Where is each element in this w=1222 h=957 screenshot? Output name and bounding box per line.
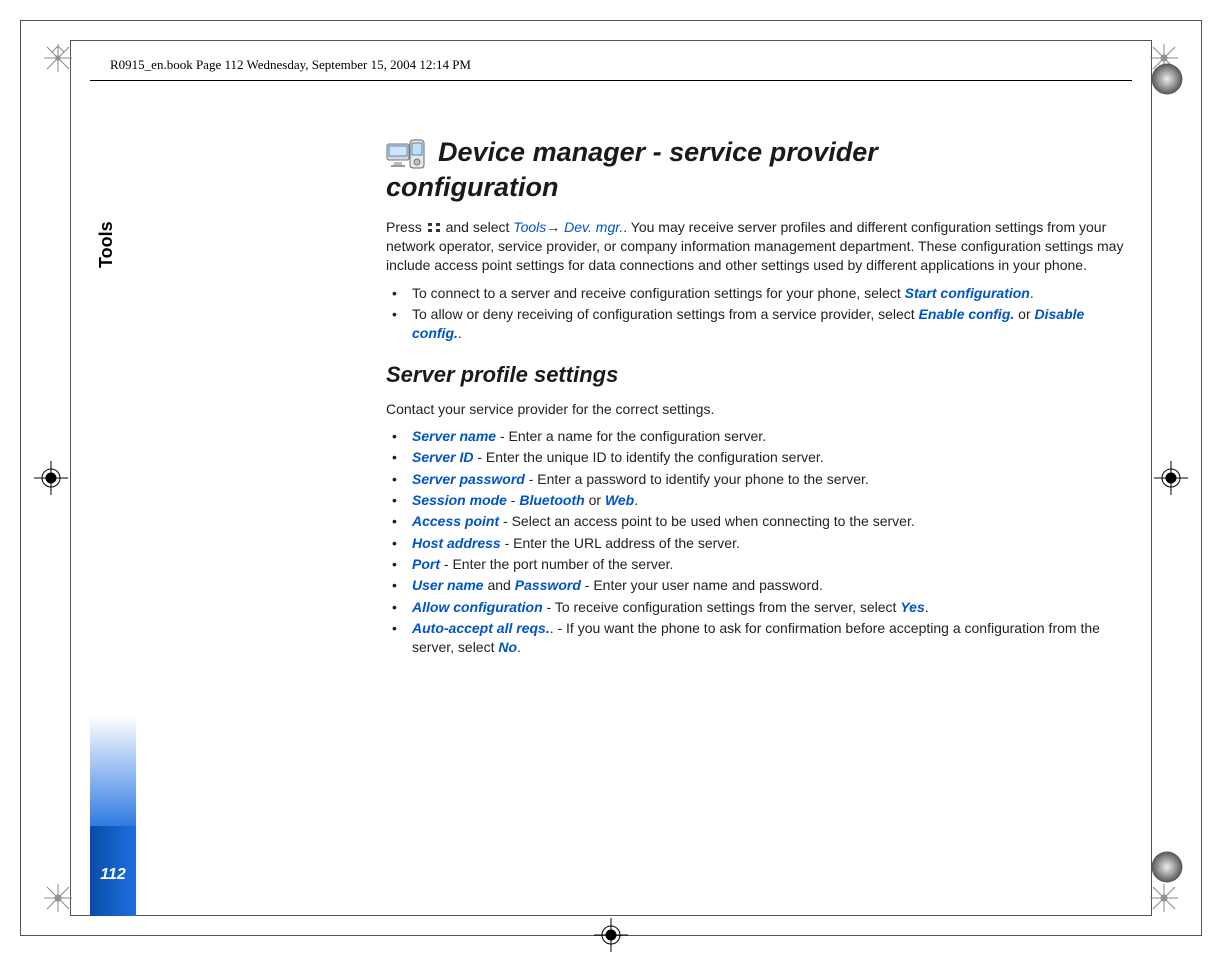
text: . [1030,285,1034,301]
keyword: Dev. mgr. [564,219,623,235]
text: - [507,492,519,508]
registration-mark-icon [594,918,628,952]
list-item: Access point - Select an access point to… [386,512,1126,531]
text: - Select an access point to be used when… [499,513,915,529]
printer-mark-icon [1150,62,1194,106]
list-item: To connect to a server and receive confi… [386,284,1126,303]
list-item: Server name - Enter a name for the confi… [386,427,1126,446]
keyword: Yes [900,599,924,615]
keyword: Web [605,492,634,508]
header-rule [90,80,1132,81]
keyword: Allow configuration [412,599,543,615]
list-item: User name and Password - Enter your user… [386,576,1126,595]
section-side-label: Tools [96,148,120,268]
content-area: Device manager - service provider config… [386,134,1126,669]
keyword: Server password [412,471,525,487]
keyword: Tools [513,219,546,235]
intro-bullets: To connect to a server and receive confi… [386,284,1126,344]
text: and select [442,219,514,235]
page-title-line2: configuration [386,172,1126,204]
keyword: Access point [412,513,499,529]
text: or [1014,306,1034,322]
keyword: Port [412,556,440,572]
registration-mark-icon [34,461,68,495]
list-item: Server password - Enter a password to id… [386,470,1126,489]
intro-paragraph: Press and select Tools→ Dev. mgr.. You m… [386,218,1126,276]
starburst-icon [44,884,72,912]
list-item: Auto-accept all reqs.. - If you want the… [386,619,1126,658]
settings-bullets: Server name - Enter a name for the confi… [386,427,1126,657]
contact-line: Contact your service provider for the co… [386,400,1126,419]
page-number: 112 [90,866,136,884]
device-manager-icon [386,136,428,172]
keyword: Enable config. [919,306,1015,322]
keyword: Bluetooth [519,492,584,508]
text: - Enter the URL address of the server. [501,535,740,551]
text: - Enter a password to identify your phon… [525,471,869,487]
keyword: Server name [412,428,496,444]
keyword: Auto-accept all reqs. [412,620,550,636]
list-item: Session mode - Bluetooth or Web. [386,491,1126,510]
text: . [517,639,521,655]
text: and [484,577,515,593]
keyword: Server ID [412,449,473,465]
text: To connect to a server and receive confi… [412,285,905,301]
keyword: Session mode [412,492,507,508]
text: - Enter the unique ID to identify the co… [473,449,823,465]
text: or [585,492,605,508]
text: . [458,325,462,341]
page-title-line1: Device manager - service provider [438,137,878,169]
list-item: Port - Enter the port number of the serv… [386,555,1126,574]
list-item: Host address - Enter the URL address of … [386,534,1126,553]
text: Press [386,219,426,235]
text: - Enter your user name and password. [581,577,823,593]
text: . [925,599,929,615]
text: - Enter a name for the configuration ser… [496,428,766,444]
page-root: R0915_en.book Page 112 Wednesday, Septem… [0,0,1222,956]
keyword: No [498,639,517,655]
registration-mark-icon [1154,461,1188,495]
keyword: Host address [412,535,501,551]
list-item: To allow or deny receiving of configurat… [386,305,1126,344]
list-item: Allow configuration - To receive configu… [386,598,1126,617]
keyword: User name [412,577,484,593]
printer-mark-icon [1150,850,1194,894]
keyword: Start configuration [905,285,1030,301]
page-number-bg-fade [90,716,136,836]
text: - Enter the port number of the server. [440,556,673,572]
subheading: Server profile settings [386,362,1126,388]
text: . [634,492,638,508]
text: → [546,219,564,235]
text: To allow or deny receiving of configurat… [412,306,919,322]
running-head: R0915_en.book Page 112 Wednesday, Septem… [110,57,471,73]
starburst-icon [44,44,72,72]
keyword: Password [515,577,581,593]
text: - To receive configuration settings from… [543,599,901,615]
list-item: Server ID - Enter the unique ID to ident… [386,448,1126,467]
menu-key-icon [426,220,442,234]
